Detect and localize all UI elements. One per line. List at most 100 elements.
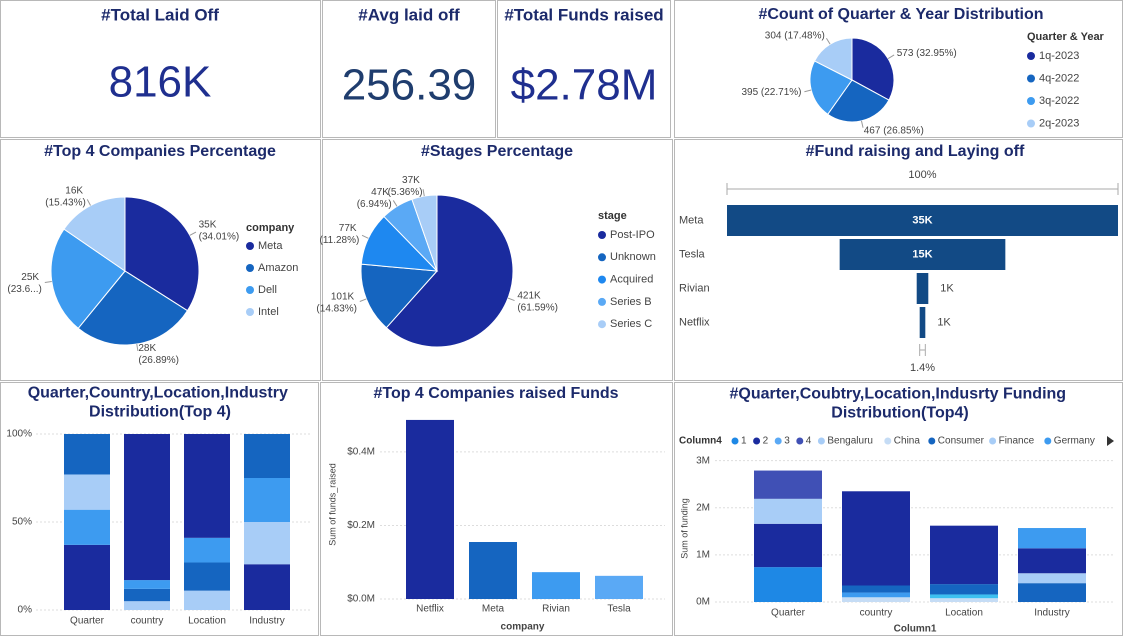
y-tick-label: 3M: [696, 455, 710, 466]
legend-scroll-arrow[interactable]: [1107, 436, 1114, 446]
legend-title: stage: [598, 210, 627, 222]
bar-segment: [244, 434, 290, 478]
legend-label: Dell: [258, 284, 277, 296]
label-leader: [189, 231, 197, 236]
y-tick-label: 0%: [18, 605, 33, 616]
pie-slice: [827, 79, 890, 123]
bar-segment: [64, 474, 110, 510]
bar-segment: [754, 523, 822, 568]
legend-label: Amazon: [258, 262, 298, 274]
data-label: 77K (11.28%): [320, 223, 360, 246]
data-label: 28K (26.89%): [138, 343, 179, 366]
pie-slice: [385, 194, 514, 348]
label-leader: [392, 200, 398, 207]
legend-swatch: [1027, 52, 1035, 60]
bar-segment: [1018, 548, 1086, 574]
legend-swatch: [753, 437, 761, 445]
funnel-bar: [839, 239, 1006, 270]
card-title: #Total Funds raised: [504, 5, 663, 24]
legend-label: Meta: [258, 240, 283, 252]
x-tick-label: Location: [188, 616, 226, 627]
x-tick-label: country: [860, 608, 893, 619]
data-label: 101K (14.83%): [316, 291, 357, 314]
legend-swatch: [928, 437, 936, 445]
label-leader: [136, 343, 139, 352]
legend-swatch: [1044, 437, 1052, 445]
pie-slice: [813, 37, 853, 81]
bar-segment: [64, 434, 110, 475]
data-label: 395 (22.71%): [741, 87, 801, 98]
bar-segment: [64, 509, 110, 545]
bar-segment: [244, 564, 290, 610]
legend-label: 4q-2022: [1039, 72, 1079, 84]
x-tick-label: Rivian: [542, 604, 570, 615]
label-leader: [804, 89, 812, 93]
bar-segment: [754, 498, 822, 524]
pie-slice: [63, 196, 126, 272]
legend-swatch: [598, 297, 606, 306]
chart-title: #Count of Quarter & Year Distribution: [758, 6, 1043, 23]
category-label: Meta: [679, 214, 704, 226]
legend-swatch: [598, 231, 606, 239]
card-value: 256.39: [342, 61, 477, 110]
legend-swatch: [598, 253, 606, 262]
data-label: 304 (17.48%): [765, 30, 825, 41]
chart-title: #Fund raising and Laying off: [806, 143, 1025, 160]
y-tick-label: 1M: [696, 550, 710, 561]
legend-label: 2q-2023: [1039, 117, 1079, 129]
label-leader: [44, 280, 52, 283]
pie-slice: [851, 37, 895, 101]
bar-segment: [184, 434, 230, 538]
legend-swatch: [246, 308, 254, 316]
data-label: 573 (32.95%): [897, 48, 957, 59]
legend-swatch: [796, 437, 804, 445]
pie-slice: [360, 263, 439, 329]
legend-label: Intel: [258, 306, 279, 318]
bar-segment: [842, 491, 910, 586]
legend-label: Series C: [610, 318, 652, 330]
data-label: 35K (34.01%): [199, 219, 240, 242]
bar-segment: [1018, 583, 1086, 602]
data-label: 25K (23.6...): [7, 272, 41, 295]
chart-title: Quarter,Country,Location,Industry Distri…: [28, 385, 293, 421]
y-tick-label: $0.0M: [347, 594, 375, 605]
category-label: Tesla: [679, 248, 706, 260]
legend-swatch: [1027, 74, 1035, 83]
x-tick-label: Location: [945, 608, 983, 619]
legend-swatch: [246, 286, 254, 294]
legend-label: Germany: [1054, 436, 1095, 447]
y-tick-label: 50%: [12, 517, 32, 528]
data-label: 15K: [912, 248, 932, 260]
category-label: Rivian: [679, 282, 710, 294]
chart-title: #Top 4 Companies raised Funds: [373, 385, 618, 402]
data-label: 421K (61.59%): [517, 290, 558, 313]
x-tick-label: Industry: [1034, 608, 1070, 619]
legend-swatch: [884, 437, 892, 445]
data-label: 47K (6.94%): [357, 187, 392, 210]
legend-label: 2: [763, 436, 769, 447]
bar-segment: [754, 470, 822, 499]
y-tick-label: 2M: [696, 502, 710, 513]
card-panel: [497, 0, 671, 138]
legend-label: 3: [784, 436, 790, 447]
data-label: 1K: [940, 282, 954, 294]
x-tick-label: Meta: [482, 604, 505, 615]
bar-segment: [184, 537, 230, 563]
legend-label: Consumer: [938, 436, 985, 447]
card-title: #Total Laid Off: [101, 5, 219, 24]
x-tick-label: Quarter: [771, 608, 806, 619]
bar-segment: [244, 522, 290, 565]
label-leader: [422, 189, 425, 197]
legend-label: 3q-2022: [1039, 95, 1079, 107]
bar-segment: [1018, 528, 1086, 549]
bar-segment: [842, 592, 910, 598]
bar-segment: [842, 585, 910, 593]
bar-segment: [124, 434, 170, 581]
legend-swatch: [598, 275, 606, 284]
chart-panel: [674, 0, 1123, 138]
x-tick-label: country: [131, 616, 164, 627]
legend-title: Column4: [679, 436, 722, 447]
legend-title: Quarter & Year: [1027, 31, 1105, 43]
x-tick-label: Industry: [249, 616, 285, 627]
